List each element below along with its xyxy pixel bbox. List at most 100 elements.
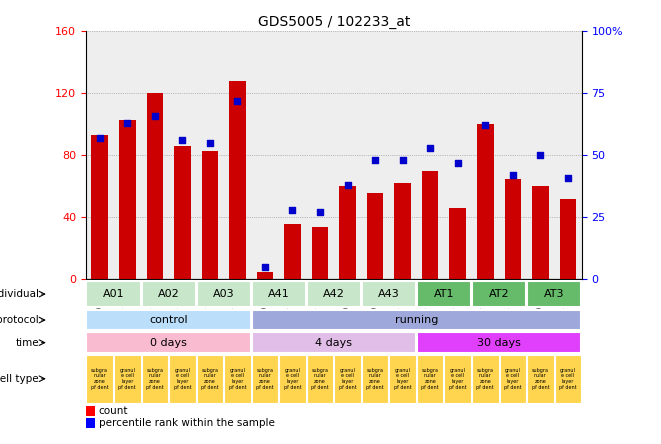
Point — [95, 135, 105, 142]
Text: subgra
nular
zone
pf dent: subgra nular zone pf dent — [531, 368, 549, 390]
Title: GDS5005 / 102233_at: GDS5005 / 102233_at — [258, 15, 410, 29]
Text: subgra
nular
zone
pf dent: subgra nular zone pf dent — [311, 368, 329, 390]
Bar — [114, 355, 141, 403]
Text: subgra
nular
zone
pf dent: subgra nular zone pf dent — [422, 368, 439, 390]
Bar — [279, 355, 306, 403]
Text: AT3: AT3 — [544, 289, 564, 299]
Text: granul
e cell
layer
pf dent: granul e cell layer pf dent — [339, 368, 356, 390]
Bar — [560, 199, 576, 279]
Bar — [472, 281, 526, 307]
Text: granul
e cell
layer
pf dent: granul e cell layer pf dent — [449, 368, 467, 390]
Point — [204, 139, 215, 147]
Bar — [91, 135, 108, 279]
Text: granul
e cell
layer
pf dent: granul e cell layer pf dent — [504, 368, 522, 390]
Text: A41: A41 — [268, 289, 290, 299]
Point — [452, 159, 463, 166]
Bar — [532, 186, 549, 279]
Bar — [395, 183, 411, 279]
Bar — [472, 355, 498, 403]
Text: subgra
nular
zone
pf dent: subgra nular zone pf dent — [146, 368, 163, 390]
Text: granul
e cell
layer
pf dent: granul e cell layer pf dent — [174, 368, 191, 390]
Bar — [417, 355, 444, 403]
Point — [535, 152, 545, 159]
Point — [315, 209, 325, 216]
Text: percentile rank within the sample: percentile rank within the sample — [99, 418, 275, 428]
Bar — [141, 355, 168, 403]
Bar — [307, 355, 333, 403]
Bar — [477, 124, 494, 279]
Bar — [527, 355, 554, 403]
Point — [177, 137, 188, 144]
Bar — [256, 272, 273, 279]
Bar — [312, 226, 329, 279]
Bar — [196, 355, 223, 403]
Text: 4 days: 4 days — [315, 337, 352, 348]
Text: AT1: AT1 — [434, 289, 454, 299]
Point — [122, 119, 132, 127]
Bar — [339, 186, 356, 279]
Point — [425, 144, 436, 151]
Text: count: count — [99, 406, 128, 416]
Bar — [422, 171, 438, 279]
Text: subgra
nular
zone
pf dent: subgra nular zone pf dent — [366, 368, 384, 390]
Point — [149, 112, 160, 119]
Text: A43: A43 — [378, 289, 400, 299]
Point — [260, 263, 270, 270]
Bar — [417, 333, 581, 353]
Bar — [229, 81, 246, 279]
Bar — [147, 93, 163, 279]
Bar — [527, 281, 581, 307]
Bar — [252, 355, 278, 403]
Text: subgra
nular
zone
pf dent: subgra nular zone pf dent — [477, 368, 494, 390]
Bar — [362, 281, 416, 307]
Bar — [87, 310, 251, 330]
Bar — [252, 310, 581, 330]
Bar — [252, 281, 306, 307]
Bar — [202, 151, 218, 279]
Text: granul
e cell
layer
pf dent: granul e cell layer pf dent — [118, 368, 136, 390]
Bar — [555, 355, 581, 403]
Text: granul
e cell
layer
pf dent: granul e cell layer pf dent — [559, 368, 576, 390]
Bar — [500, 355, 526, 403]
Bar — [87, 355, 113, 403]
Bar — [362, 355, 389, 403]
Text: granul
e cell
layer
pf dent: granul e cell layer pf dent — [394, 368, 411, 390]
Point — [508, 171, 518, 178]
Bar — [334, 355, 361, 403]
Text: granul
e cell
layer
pf dent: granul e cell layer pf dent — [229, 368, 246, 390]
Text: protocol: protocol — [0, 315, 39, 325]
Bar — [174, 146, 190, 279]
Point — [287, 206, 297, 214]
Bar — [224, 355, 251, 403]
Bar — [86, 419, 95, 428]
Text: AT2: AT2 — [488, 289, 510, 299]
Bar — [307, 281, 361, 307]
Text: A02: A02 — [158, 289, 179, 299]
Bar — [141, 281, 196, 307]
Text: subgra
nular
zone
pf dent: subgra nular zone pf dent — [256, 368, 274, 390]
Bar — [196, 281, 251, 307]
Text: control: control — [149, 315, 188, 325]
Point — [369, 157, 380, 164]
Bar — [87, 333, 251, 353]
Bar — [389, 355, 416, 403]
Text: running: running — [395, 315, 438, 325]
Text: cell type: cell type — [0, 374, 39, 384]
Bar — [504, 178, 521, 279]
Text: 0 days: 0 days — [150, 337, 187, 348]
Bar — [86, 406, 95, 416]
Bar — [449, 208, 466, 279]
Text: granul
e cell
layer
pf dent: granul e cell layer pf dent — [284, 368, 301, 390]
Bar — [87, 281, 141, 307]
Text: A01: A01 — [102, 289, 124, 299]
Bar — [444, 355, 471, 403]
Point — [563, 174, 573, 181]
Bar — [119, 119, 136, 279]
Point — [232, 97, 243, 104]
Bar — [169, 355, 196, 403]
Point — [480, 122, 490, 129]
Text: A42: A42 — [323, 289, 345, 299]
Text: subgra
nular
zone
pf dent: subgra nular zone pf dent — [201, 368, 219, 390]
Point — [397, 157, 408, 164]
Text: A03: A03 — [213, 289, 235, 299]
